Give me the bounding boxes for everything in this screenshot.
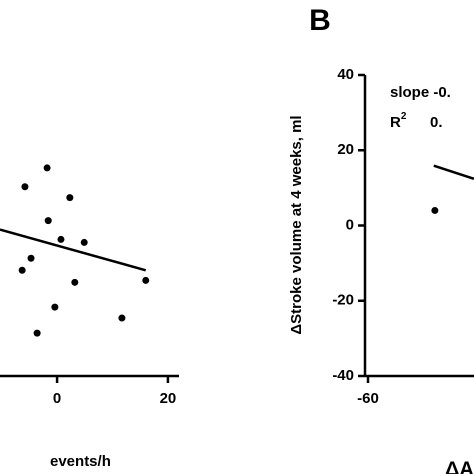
data-point [57, 235, 65, 243]
annotation: slope -0. [390, 84, 451, 101]
data-point [44, 217, 52, 225]
fit-line [0, 228, 147, 272]
x-tick-label: 20 [160, 390, 177, 407]
y-axis-label: ΔStroke volume at 4 weeks, ml [288, 115, 305, 334]
annotation: 0. [430, 114, 443, 131]
annotation: R [390, 114, 401, 131]
data-point [21, 183, 29, 191]
data-point [27, 254, 35, 262]
x-axis-label: ΔA [445, 458, 474, 474]
data-point [51, 303, 59, 311]
x-tick-label: 0 [53, 390, 61, 407]
x-tick-label: -60 [357, 390, 379, 407]
fit-line [433, 164, 474, 181]
data-point [43, 164, 51, 172]
x-axis-label: events/h [50, 453, 111, 470]
y-tick-label: -20 [332, 292, 354, 309]
panel-label: B [309, 4, 331, 37]
data-point [71, 278, 79, 286]
data-point [33, 329, 41, 337]
annotation: R2 [390, 111, 407, 131]
data-point [18, 266, 26, 274]
data-point [80, 238, 88, 246]
y-tick-label: 40 [337, 66, 354, 83]
y-tick-label: 0 [346, 216, 354, 233]
annotation: 2 [401, 111, 407, 122]
data-point [142, 276, 150, 284]
data-point [431, 206, 439, 214]
y-tick-label: 20 [337, 141, 354, 158]
y-tick-label: -40 [332, 367, 354, 384]
data-point [118, 314, 126, 322]
data-point [66, 194, 74, 202]
